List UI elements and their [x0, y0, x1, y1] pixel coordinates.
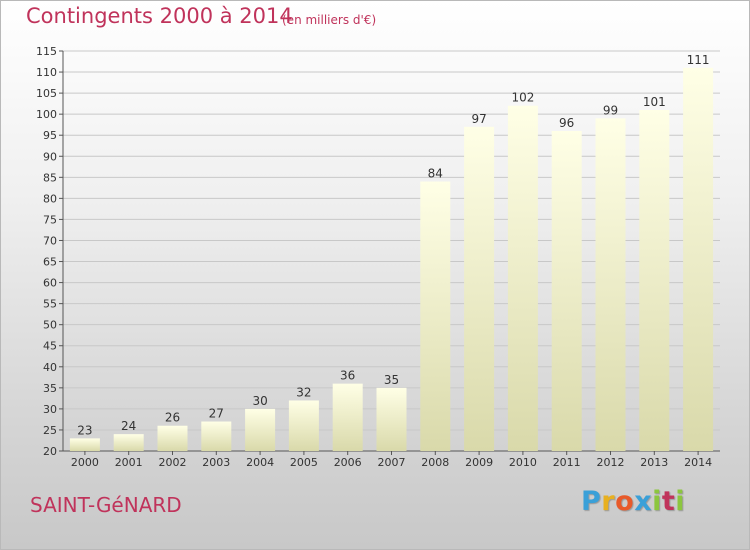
- chart-unit: (en milliers d'€): [282, 13, 377, 27]
- x-tick-label: 2001: [115, 456, 143, 469]
- value-label: 84: [428, 167, 443, 181]
- y-tick-label: 45: [43, 340, 57, 353]
- logo-letter: o: [615, 486, 635, 517]
- x-tick-label: 2004: [246, 456, 274, 469]
- y-tick-label: 35: [43, 382, 57, 395]
- bar: [464, 126, 495, 451]
- bar: [683, 67, 714, 451]
- y-tick-label: 55: [43, 298, 57, 311]
- x-tick-label: 2010: [509, 456, 537, 469]
- x-tick-label: 2012: [597, 456, 625, 469]
- x-tick-label: 2007: [378, 456, 406, 469]
- y-tick-label: 65: [43, 256, 57, 269]
- value-label: 32: [296, 385, 311, 399]
- bar: [551, 131, 582, 451]
- bar: [595, 118, 626, 452]
- value-label: 27: [209, 407, 224, 421]
- bar: [157, 425, 188, 451]
- x-tick-label: 2002: [159, 456, 187, 469]
- bars: [69, 67, 714, 452]
- x-tick-label: 2011: [553, 456, 581, 469]
- bar: [420, 181, 451, 452]
- x-tick-label: 2000: [71, 456, 99, 469]
- y-tick-label: 85: [43, 171, 57, 184]
- bar: [245, 408, 276, 451]
- y-tick-label: 60: [43, 277, 57, 290]
- y-tick-label: 40: [43, 361, 57, 374]
- value-label: 26: [165, 411, 180, 425]
- y-tick-label: 70: [43, 234, 57, 247]
- logo-letter: r: [601, 486, 616, 517]
- bar: [639, 109, 670, 452]
- y-tick-label: 105: [36, 87, 57, 100]
- value-label: 36: [340, 369, 355, 383]
- y-tick-label: 110: [36, 66, 57, 79]
- x-tick-label: 2003: [202, 456, 230, 469]
- bar: [113, 434, 144, 451]
- value-label: 96: [559, 116, 574, 130]
- value-label: 101: [643, 95, 666, 109]
- x-tick-label: 2005: [290, 456, 318, 469]
- value-label: 24: [121, 419, 136, 433]
- bar: [288, 400, 319, 451]
- commune-name: SAINT-GéNARD: [30, 493, 182, 517]
- x-tick-label: 2014: [684, 456, 712, 469]
- x-tick-label: 2013: [640, 456, 668, 469]
- y-tick-label: 115: [36, 45, 57, 58]
- chart-title: Contingents 2000 à 2014: [26, 4, 293, 28]
- y-tick-label: 90: [43, 150, 57, 163]
- value-label: 102: [511, 91, 534, 105]
- y-tick-label: 20: [43, 445, 57, 458]
- y-tick-label: 50: [43, 319, 57, 332]
- y-tick-label: 100: [36, 108, 57, 121]
- logo-letter: i: [652, 486, 662, 517]
- x-tick-label: 2006: [334, 456, 362, 469]
- value-label: 30: [252, 394, 267, 408]
- bar: [201, 421, 232, 451]
- y-tick-label: 25: [43, 424, 57, 437]
- bar: [376, 387, 407, 451]
- logo-letter: x: [634, 486, 653, 517]
- value-label: 23: [77, 423, 92, 437]
- logo-letter: t: [661, 486, 676, 517]
- value-label: 97: [471, 112, 486, 126]
- y-tick-label: 75: [43, 213, 57, 226]
- logo-letter: P: [581, 486, 602, 517]
- y-tick-label: 30: [43, 403, 57, 416]
- y-tick-label: 80: [43, 192, 57, 205]
- logo-letter: i: [675, 486, 686, 517]
- y-tick-label: 95: [43, 129, 57, 142]
- x-tick-label: 2009: [465, 456, 493, 469]
- proxiti-logo: Proxiti: [581, 486, 685, 517]
- value-label: 99: [603, 103, 618, 117]
- value-label: 111: [687, 53, 710, 67]
- value-label: 35: [384, 373, 399, 387]
- bar: [332, 383, 363, 451]
- bar: [507, 105, 538, 451]
- bar: [69, 438, 100, 451]
- labels: 20 25 30 35 40 45 50 55 60 65 70 75 80 85 90 95 100 105 11…: [36, 45, 712, 469]
- x-tick-label: 2008: [421, 456, 449, 469]
